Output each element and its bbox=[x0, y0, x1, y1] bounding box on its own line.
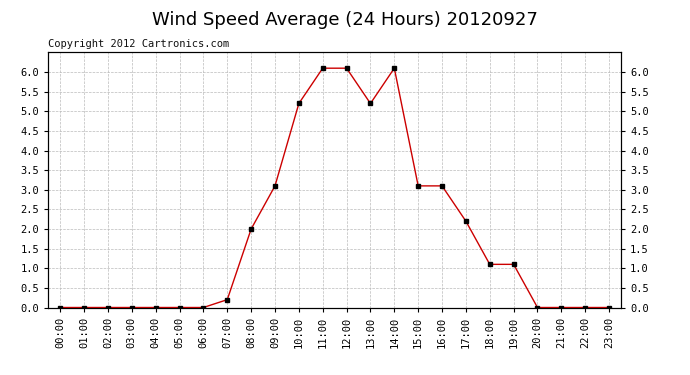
Text: Copyright 2012 Cartronics.com: Copyright 2012 Cartronics.com bbox=[48, 39, 230, 50]
Text: Wind Speed Average (24 Hours) 20120927: Wind Speed Average (24 Hours) 20120927 bbox=[152, 11, 538, 29]
Text: Wind  (mph): Wind (mph) bbox=[563, 37, 638, 47]
